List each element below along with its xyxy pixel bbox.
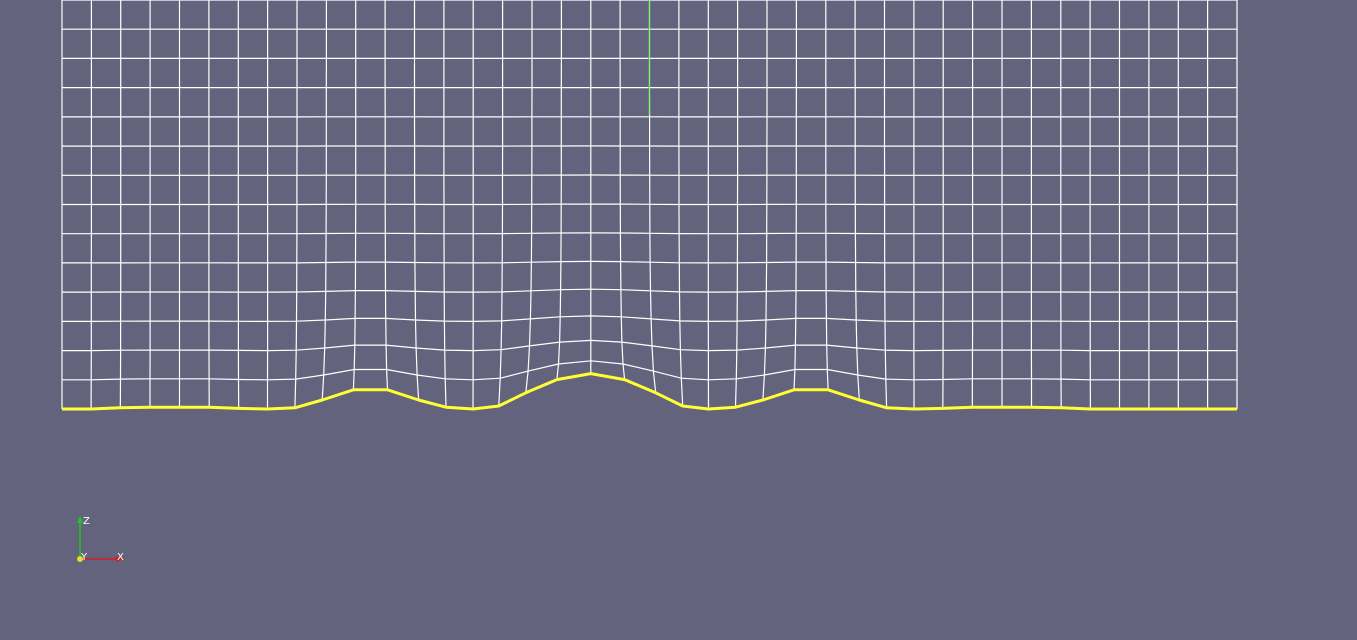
- mesh-column-line: [825, 0, 829, 390]
- mesh-column-line: [556, 0, 563, 380]
- bottom-boundary-curve: [62, 372, 1237, 411]
- mesh-column-line: [734, 0, 739, 408]
- mesh-column-line: [883, 0, 888, 408]
- x-axis-arrowhead: [116, 556, 124, 562]
- y-axis-label: Y: [80, 552, 88, 563]
- mesh-column-line: [793, 0, 798, 390]
- mesh-column-line: [762, 0, 768, 401]
- mesh-column-line: [321, 0, 327, 401]
- x-axis-label: X: [117, 552, 124, 563]
- z-axis-arrowhead: [77, 516, 83, 523]
- mesh-column-line: [854, 0, 860, 401]
- mesh-column-line: [619, 0, 626, 380]
- mesh-column-line: [525, 0, 533, 393]
- z-axis-label: Z: [83, 516, 90, 527]
- y-axis-dot: [77, 556, 83, 562]
- mesh-column-line: [498, 0, 504, 407]
- mesh-column-line: [443, 0, 447, 408]
- mesh-column-line: [678, 0, 684, 407]
- mesh-column-line: [352, 0, 357, 390]
- orientation-axes-widget: Z Y X: [77, 516, 124, 563]
- mesh-column-line: [294, 0, 298, 408]
- mesh-column-line: [384, 0, 389, 390]
- mesh-column-line: [413, 0, 420, 401]
